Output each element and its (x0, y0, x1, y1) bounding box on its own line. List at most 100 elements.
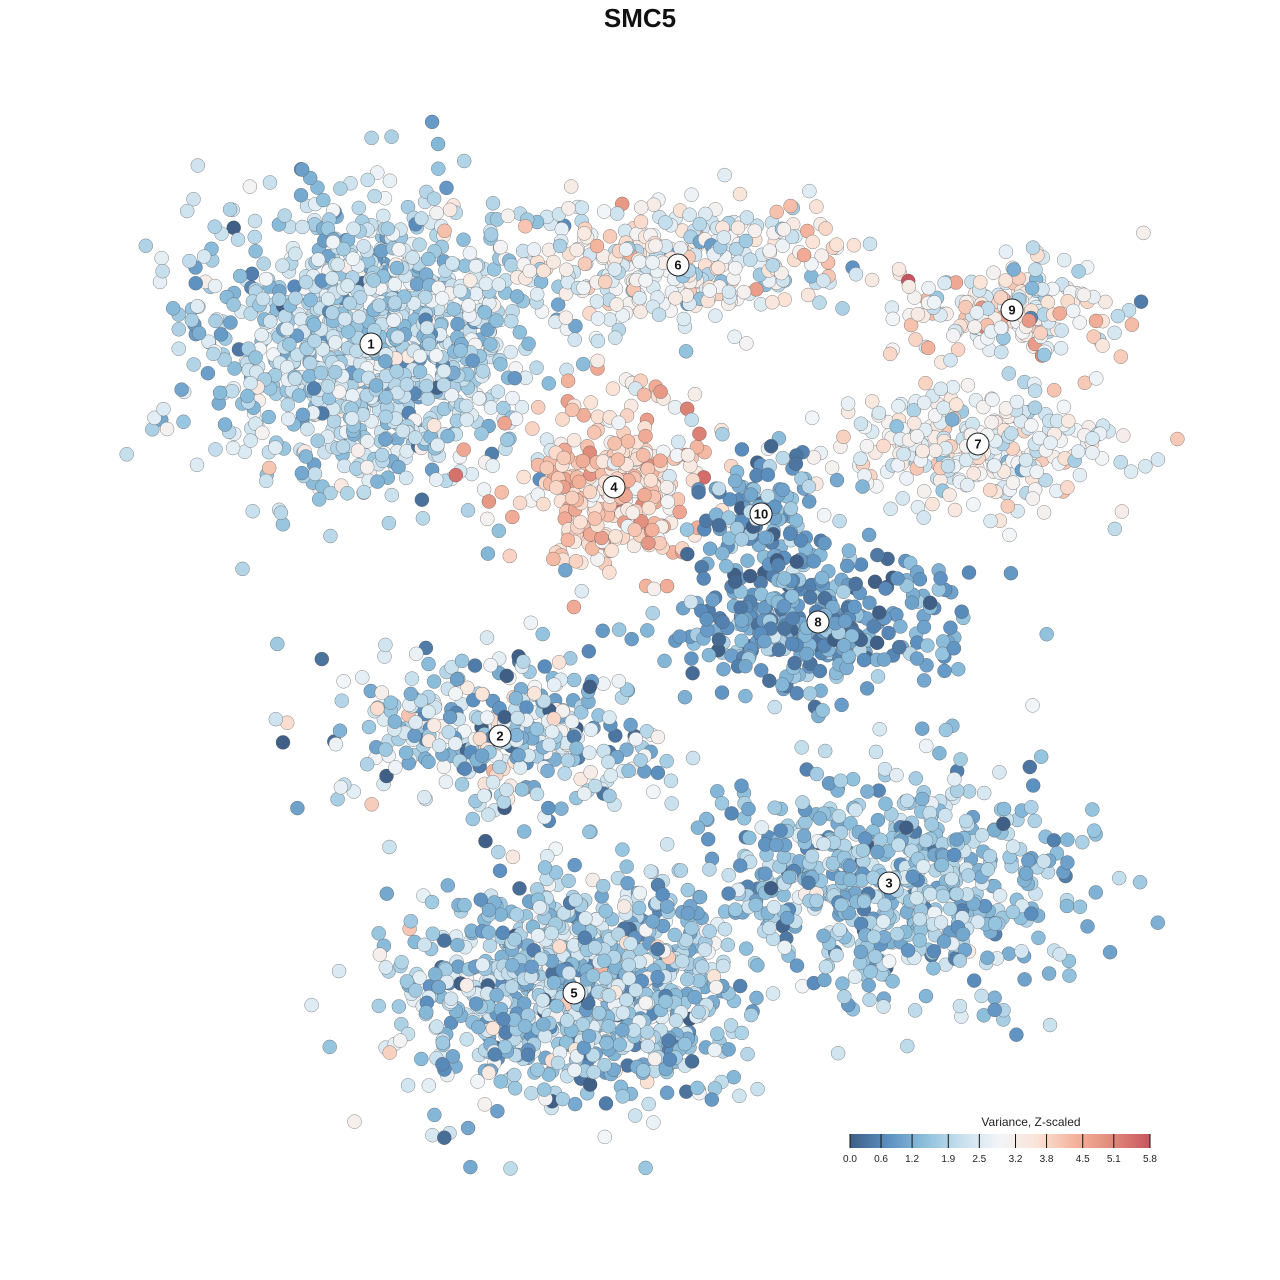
scatter-point (633, 214, 649, 230)
scatter-point (577, 930, 593, 946)
scatter-point (577, 256, 593, 272)
scatter-point (638, 1160, 653, 1176)
scatter-point (414, 492, 430, 507)
scatter-point (546, 711, 562, 727)
scatter-point (521, 336, 536, 351)
scatter-point (904, 595, 920, 610)
scatter-point (779, 910, 795, 926)
scatter-point (982, 482, 998, 498)
scatter-point (577, 786, 592, 801)
scatter-point (555, 1091, 570, 1107)
scatter-point (816, 273, 831, 288)
scatter-point (680, 882, 696, 898)
scatter-point (711, 632, 727, 647)
scatter-point (535, 993, 551, 1008)
scatter-point (537, 659, 552, 674)
scatter-point (303, 292, 318, 308)
scatter-point (189, 457, 205, 473)
scatter-point (839, 558, 855, 574)
scatter-point (680, 546, 695, 562)
scatter-point (883, 501, 898, 517)
scatter-point (461, 298, 476, 313)
scatter-point (1061, 413, 1076, 429)
scatter-point (280, 397, 296, 413)
scatter-point (727, 329, 742, 345)
scatter-point (179, 203, 195, 219)
scatter-point (784, 636, 800, 652)
scatter-point (814, 248, 829, 263)
scatter-point (559, 262, 574, 277)
scatter-point (261, 460, 277, 476)
scatter-point (434, 291, 450, 306)
scatter-point (926, 961, 941, 976)
scatter-point (581, 1028, 597, 1044)
scatter-point (659, 480, 675, 495)
scatter-point (589, 294, 605, 309)
scatter-point (320, 379, 336, 394)
scatter-point (1113, 349, 1129, 364)
scatter-point (619, 742, 634, 757)
scatter-point (574, 583, 590, 599)
scatter-point (483, 657, 498, 673)
scatter-point (700, 832, 716, 847)
scatter-point (448, 736, 463, 751)
scatter-point (685, 665, 700, 681)
scatter-point (645, 255, 660, 270)
legend-tick-label: 4.5 (1076, 1154, 1090, 1165)
scatter-point (468, 996, 484, 1011)
scatter-point (492, 863, 508, 879)
scatter-point (660, 494, 675, 509)
scatter-point (582, 484, 598, 500)
scatter-point (382, 173, 398, 188)
scatter-point (701, 647, 717, 663)
scatter-point (918, 375, 933, 391)
scatter-point (243, 433, 258, 448)
scatter-point (711, 518, 727, 533)
scatter-point (516, 469, 531, 485)
scatter-point (961, 868, 976, 883)
scatter-point (500, 432, 515, 448)
scatter-point (924, 817, 939, 832)
scatter-point (485, 196, 501, 211)
scatter-point (522, 263, 538, 279)
scatter-point (633, 753, 648, 768)
scatter-point (775, 677, 790, 692)
scatter-point (1089, 371, 1104, 386)
scatter-point (258, 271, 274, 287)
scatter-point (653, 453, 668, 468)
scatter-point (734, 633, 749, 649)
scatter-point (222, 202, 238, 217)
scatter-point (933, 381, 949, 397)
scatter-point (454, 777, 470, 792)
scatter-point (920, 340, 936, 356)
scatter-point (544, 925, 559, 941)
scatter-point (765, 258, 780, 273)
scatter-point (1021, 853, 1036, 868)
scatter-point (684, 187, 699, 202)
cluster-label-badge (966, 432, 990, 456)
scatter-point (415, 511, 431, 526)
scatter-point (497, 1039, 513, 1055)
scatter-point (459, 398, 474, 414)
scatter-point (734, 613, 750, 628)
scatter-point (952, 953, 968, 968)
scatter-point (636, 448, 651, 463)
scatter-point (328, 736, 344, 752)
scatter-point (800, 287, 816, 303)
scatter-point (801, 494, 817, 509)
cluster-label-badge (749, 502, 773, 526)
scatter-point (248, 350, 263, 365)
scatter-point (848, 576, 864, 592)
scatter-point (998, 244, 1014, 260)
scatter-point (803, 590, 818, 605)
scatter-point (427, 966, 443, 982)
scatter-point (530, 400, 546, 415)
scatter-point (334, 693, 350, 708)
scatter-point (795, 795, 810, 810)
scatter-point (1095, 338, 1110, 353)
cluster-label-badge (562, 981, 586, 1005)
scatter-point (872, 721, 887, 737)
scatter-point (1132, 874, 1148, 890)
scatter-point (391, 242, 407, 257)
